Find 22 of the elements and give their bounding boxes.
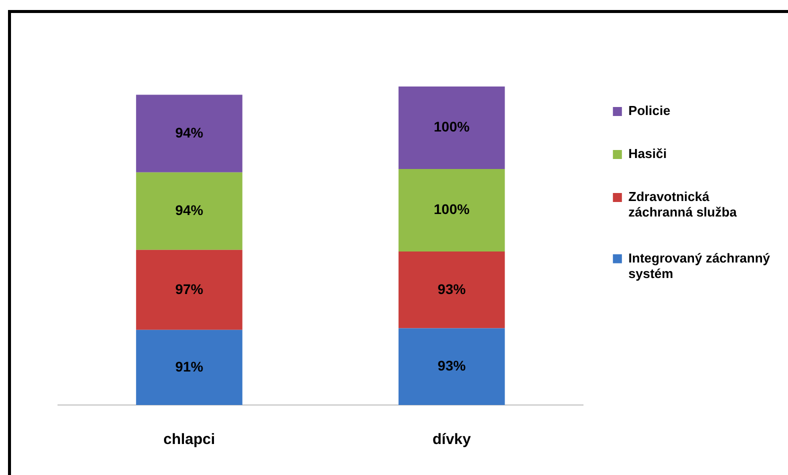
legend-label: Zdravotnická záchranná služba [628,189,738,220]
data-label: 93% [438,357,466,374]
bar [136,94,242,172]
data-label: 100% [434,118,470,135]
bar [136,250,242,330]
legend-label: Policie [628,103,670,118]
data-label: 94% [175,124,204,140]
bar [136,330,242,405]
data-label: 94% [175,202,204,218]
bar [398,328,505,405]
bar [398,252,505,328]
data-label: 93% [438,280,466,297]
bar [398,169,505,252]
x-tick-label: chlapci [163,431,216,448]
bar [136,172,242,250]
legend-label: Hasiči [628,146,667,162]
x-tick-label: dívky [432,431,472,448]
data-label: 100% [434,201,470,218]
data-label: 97% [175,280,204,297]
bar [398,86,505,170]
data-label: 91% [175,358,204,374]
legend-label: Integrovaný záchranný systém [628,250,771,281]
